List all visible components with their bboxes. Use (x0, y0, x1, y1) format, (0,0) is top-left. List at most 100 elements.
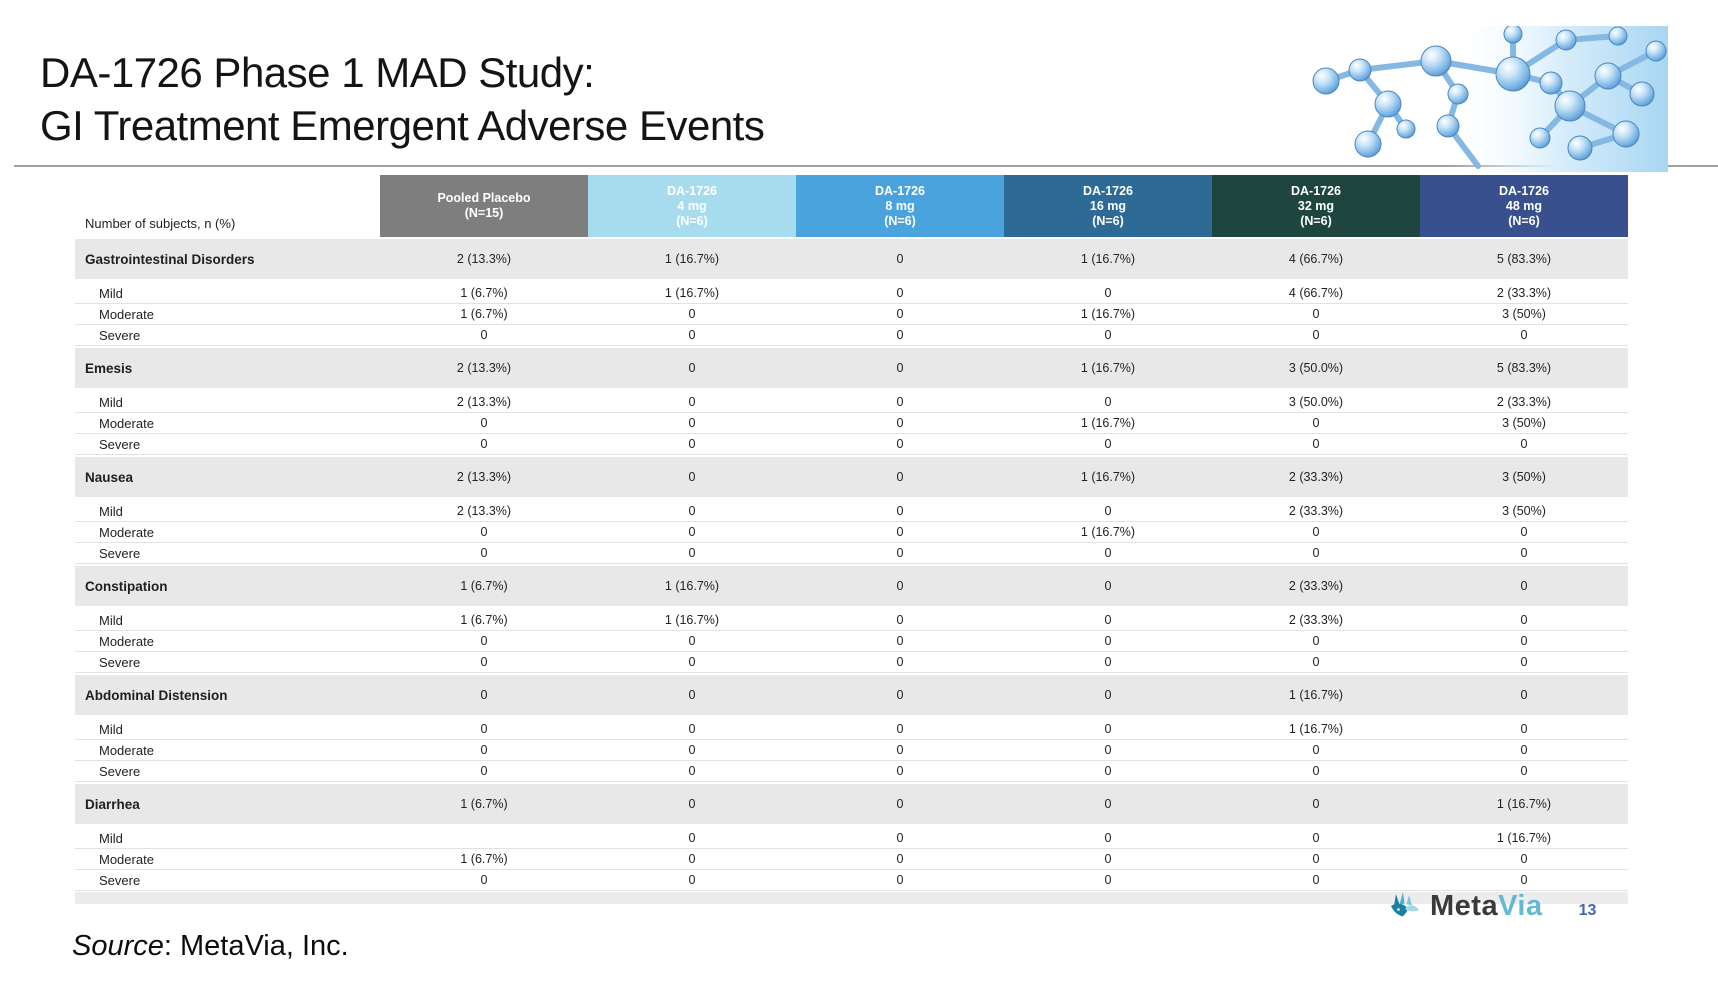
table-cell: 1 (16.7%) (664, 252, 720, 266)
table-cell: 0 (1104, 579, 1112, 593)
table-cell: 1 (16.7%) (1288, 688, 1344, 702)
table-row: Constipation 1 (6.7%) 1 (16.7%) 0 0 2 (33.3%)… (75, 566, 1628, 606)
table-row: Moderate 0 0 0 0 0 0 (75, 631, 1628, 652)
table-cell: 0 (688, 688, 696, 702)
table-row: Emesis 2 (13.3%) 0 0 1 (16.7%) 3 (50.0%) 5 (83… (75, 348, 1628, 388)
table-cell: 3 (50.0%) (1288, 361, 1344, 375)
table-cell: 0 (1104, 655, 1112, 669)
row-label: Diarrhea (85, 796, 140, 812)
table-cell: 0 (896, 743, 904, 757)
table-cell: 0 (896, 797, 904, 811)
source-label: Source (72, 930, 164, 962)
table-cell: 0 (480, 655, 488, 669)
table-cell: 3 (50%) (1502, 307, 1546, 321)
table-cell: 0 (480, 743, 488, 757)
table-cell: 0 (1312, 655, 1320, 669)
table-cell: 1 (6.7%) (460, 852, 508, 866)
row-label: Abdominal Distension (85, 687, 228, 703)
column-header-line: Pooled Placebo (437, 191, 531, 205)
row-label: Severe (99, 545, 141, 561)
table-cell: 0 (1104, 437, 1112, 451)
row-label: Moderate (99, 415, 154, 431)
table-cell: 0 (1104, 504, 1112, 518)
table-row: Mild 1 (6.7%) 1 (16.7%) 0 0 4 (66.7%) 2 (33.3%… (75, 283, 1628, 304)
table-cell: 0 (1104, 722, 1112, 736)
table-cell: 1 (16.7%) (1080, 525, 1136, 539)
row-label: Mild (99, 503, 123, 519)
table-cell: 1 (6.7%) (460, 286, 508, 300)
table-cell: 0 (896, 579, 904, 593)
table-cell: 4 (66.7%) (1288, 252, 1344, 266)
table-cell: 0 (1520, 655, 1528, 669)
table-row: Severe 0 0 0 0 0 0 (75, 870, 1628, 891)
table-cell: 0 (896, 504, 904, 518)
table-cell: 0 (1520, 579, 1528, 593)
table-cell: 0 (688, 722, 696, 736)
table-cell: 1 (16.7%) (664, 286, 720, 300)
table-row: Severe 0 0 0 0 0 0 (75, 325, 1628, 346)
table-cell: 0 (688, 470, 696, 484)
table-cell: 1 (6.7%) (460, 613, 508, 627)
table-body: Gastrointestinal Disorders 2 (13.3%) 1 (16… (75, 239, 1628, 891)
logo-text-meta: Meta (1430, 890, 1499, 922)
table-cell: 0 (688, 546, 696, 560)
row-header-label: Number of subjects, n (%) (85, 216, 236, 231)
table-cell: 0 (1104, 852, 1112, 866)
table-cell: 0 (1312, 525, 1320, 539)
table-cell: 0 (896, 328, 904, 342)
row-label: Severe (99, 327, 141, 343)
table-cell: 0 (1104, 764, 1112, 778)
table-cell: 5 (83.3%) (1496, 361, 1552, 375)
row-label: Severe (99, 654, 141, 670)
column-header-line: (N=6) (884, 213, 916, 228)
table-cell: 0 (1104, 688, 1112, 702)
table-cell: 2 (13.3%) (456, 470, 512, 484)
table-cell: 0 (1104, 328, 1112, 342)
table-cell: 2 (33.3%) (1288, 613, 1344, 627)
table-cell: 0 (688, 634, 696, 648)
table-cell: 0 (1104, 634, 1112, 648)
table-cell: 0 (1520, 525, 1528, 539)
row-label: Emesis (85, 360, 133, 376)
table-cell: 0 (688, 395, 696, 409)
table-row: Diarrhea 1 (6.7%) 0 0 0 0 1 (16.7%) (75, 784, 1628, 824)
table-cell: 0 (896, 395, 904, 409)
column-header-line: 32 mg (1297, 198, 1335, 213)
column-header: DA-1726 32 mg (N=6) (1212, 175, 1420, 237)
table-row: Severe 0 0 0 0 0 0 (75, 434, 1628, 455)
table-cell: 0 (688, 655, 696, 669)
table-cell: 4 (66.7%) (1288, 286, 1344, 300)
table-row: Moderate 1 (6.7%) 0 0 0 0 0 (75, 849, 1628, 870)
table-cell: 0 (480, 634, 488, 648)
table-cell: 0 (688, 764, 696, 778)
table-cell: 0 (1104, 873, 1112, 887)
table-cell: 0 (1520, 688, 1528, 702)
table-row: Severe 0 0 0 0 0 0 (75, 652, 1628, 673)
row-label: Mild (99, 285, 123, 301)
table-cell: 0 (1312, 328, 1320, 342)
table-row: Severe 0 0 0 0 0 0 (75, 543, 1628, 564)
source-text: : MetaVia, Inc. (163, 930, 349, 962)
table-cell: 0 (688, 797, 696, 811)
table-cell: 0 (896, 252, 904, 266)
table-cell: 0 (1520, 873, 1528, 887)
table-cell: 0 (1520, 852, 1528, 866)
table-row: Mild 0 0 0 0 1 (16.7%) 0 (75, 719, 1628, 740)
table-cell: 0 (1312, 873, 1320, 887)
column-header: DA-1726 48 mg (N=6) (1420, 175, 1628, 237)
table-cell: 0 (1312, 546, 1320, 560)
table-cell: 5 (83.3%) (1496, 252, 1552, 266)
column-header-line: DA-1726 (1498, 183, 1550, 198)
row-label: Nausea (85, 469, 134, 485)
column-header-line: DA-1726 (666, 183, 718, 198)
table-cell: 0 (480, 722, 488, 736)
table-cell: 0 (896, 470, 904, 484)
table-cell: 0 (1312, 852, 1320, 866)
table-cell: 0 (480, 437, 488, 451)
table-row: Moderate 1 (6.7%) 0 0 1 (16.7%) 0 3 (50%) (75, 304, 1628, 325)
table-bottom-strip (75, 892, 1628, 904)
table-cell: 0 (896, 634, 904, 648)
table-cell: 0 (480, 328, 488, 342)
table-cell: 0 (688, 307, 696, 321)
table-cell: 1 (6.7%) (460, 579, 508, 593)
